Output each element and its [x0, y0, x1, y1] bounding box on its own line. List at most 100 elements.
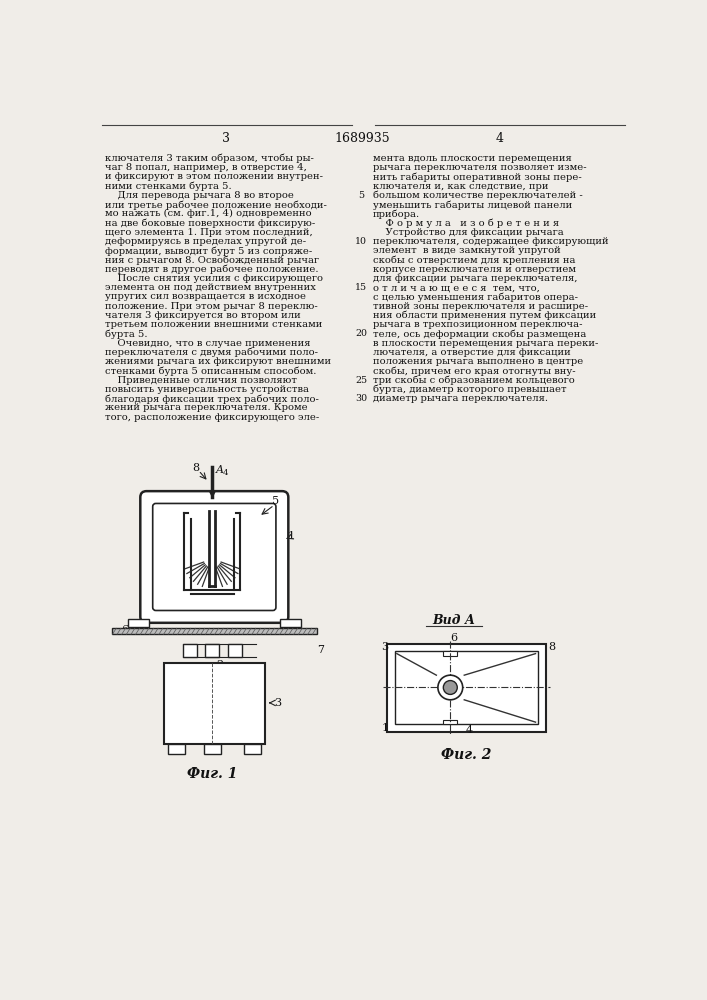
Text: рычага в трехпозиционном переключа-: рычага в трехпозиционном переключа-	[373, 320, 583, 329]
Text: +: +	[208, 745, 217, 755]
Text: Ф о р м у л а   и з о б р е т е н и я: Ф о р м у л а и з о б р е т е н и я	[373, 219, 559, 228]
Bar	[128, 619, 149, 627]
Text: положения рычага выполнено в центре: положения рычага выполнено в центре	[373, 357, 583, 366]
Text: положение. При этом рычаг 8 переклю-: положение. При этом рычаг 8 переклю-	[105, 302, 318, 311]
Text: чаг 8 попал, например, в отверстие 4,: чаг 8 попал, например, в отверстие 4,	[105, 163, 308, 172]
Text: лючателя, а отверстие для фиксации: лючателя, а отверстие для фиксации	[373, 348, 571, 357]
Text: третьем положении внешними стенками: третьем положении внешними стенками	[105, 320, 323, 329]
Text: для фиксации рычага переключателя,: для фиксации рычага переключателя,	[373, 274, 578, 283]
Text: щего элемента 1. При этом последний,: щего элемента 1. При этом последний,	[105, 228, 313, 237]
Text: о т л и ч а ю щ е е с я  тем, что,: о т л и ч а ю щ е е с я тем, что,	[373, 283, 539, 292]
Text: чателя 3 фиксируется во втором или: чателя 3 фиксируется во втором или	[105, 311, 301, 320]
Text: Вид А: Вид А	[432, 614, 475, 627]
Text: и фиксируют в этом положении внутрен-: и фиксируют в этом положении внутрен-	[105, 172, 323, 181]
Text: Приведенные отличия позволяют: Приведенные отличия позволяют	[105, 376, 298, 385]
Text: 4: 4	[495, 132, 503, 145]
Text: 4: 4	[466, 725, 473, 735]
Text: 2: 2	[216, 660, 223, 670]
Text: 5: 5	[358, 191, 364, 200]
Text: благодаря фиксации трех рабочих поло-: благодаря фиксации трех рабочих поло-	[105, 394, 320, 404]
Bar	[443, 651, 457, 656]
Text: бурта, диаметр которого превышает: бурта, диаметр которого превышает	[373, 385, 566, 394]
Text: 1689935: 1689935	[335, 132, 390, 145]
Text: тивной зоны переключателя и расшире-: тивной зоны переключателя и расшире-	[373, 302, 588, 311]
Text: 25: 25	[355, 376, 367, 385]
Text: 4: 4	[223, 469, 228, 477]
Text: 10: 10	[355, 237, 367, 246]
Text: ния области применения путем фиксации: ния области применения путем фиксации	[373, 311, 596, 320]
Text: упругих сил возвращается в исходное: упругих сил возвращается в исходное	[105, 292, 306, 301]
Bar	[206, 644, 219, 657]
Text: элемента он под действием внутренних: элемента он под действием внутренних	[105, 283, 316, 292]
Bar	[183, 644, 197, 657]
Text: стенками бурта 5 описанным способом.: стенками бурта 5 описанным способом.	[105, 366, 317, 376]
Text: 8: 8	[548, 642, 555, 652]
FancyBboxPatch shape	[140, 491, 288, 623]
Text: на две боковые поверхности фиксирую-: на две боковые поверхности фиксирую-	[105, 219, 315, 228]
Bar	[168, 744, 185, 754]
Text: 8: 8	[192, 463, 199, 473]
FancyBboxPatch shape	[153, 503, 276, 610]
Text: в плоскости перемещения рычага переки-: в плоскости перемещения рычага переки-	[373, 339, 598, 348]
Text: или третье рабочее положение необходи-: или третье рабочее положение необходи-	[105, 200, 327, 210]
Text: элемент  в виде замкнутой упругой: элемент в виде замкнутой упругой	[373, 246, 561, 255]
Text: переводят в другое рабочее положение.: переводят в другое рабочее положение.	[105, 265, 319, 274]
Text: +: +	[248, 745, 257, 755]
Text: 20: 20	[355, 329, 367, 338]
Text: прибора.: прибора.	[373, 209, 420, 219]
Text: 7: 7	[317, 645, 325, 655]
Bar	[112, 628, 317, 634]
Text: того, расположение фиксирующего эле-: того, расположение фиксирующего эле-	[105, 413, 320, 422]
Text: Устройство для фиксации рычага: Устройство для фиксации рычага	[373, 228, 563, 237]
Text: теле, ось деформации скобы размещена: теле, ось деформации скобы размещена	[373, 329, 586, 339]
Bar	[164, 663, 265, 744]
Text: ния с рычагом 8. Освобожденный рычаг: ния с рычагом 8. Освобожденный рычаг	[105, 256, 320, 265]
Text: +: +	[172, 745, 182, 755]
Text: скобы, причем его края отогнуты вну-: скобы, причем его края отогнуты вну-	[373, 366, 575, 376]
Bar	[387, 644, 546, 732]
Bar	[228, 644, 242, 657]
Text: ключателя 3 таким образом, чтобы ры-: ключателя 3 таким образом, чтобы ры-	[105, 154, 315, 163]
Text: мо нажать (см. фиг.1, 4) одновременно: мо нажать (см. фиг.1, 4) одновременно	[105, 209, 312, 218]
Bar	[280, 619, 300, 627]
Text: A: A	[216, 465, 224, 475]
Circle shape	[438, 675, 462, 700]
Text: Для перевода рычага 8 во второе: Для перевода рычага 8 во второе	[105, 191, 294, 200]
Text: 3: 3	[222, 132, 230, 145]
Text: уменьшить габариты лицевой панели: уменьшить габариты лицевой панели	[373, 200, 572, 210]
Text: ключателя и, как следствие, при: ключателя и, как следствие, при	[373, 182, 549, 191]
Text: три скобы с образованием кольцевого: три скобы с образованием кольцевого	[373, 376, 575, 385]
Text: мента вдоль плоскости перемещения: мента вдоль плоскости перемещения	[373, 154, 571, 163]
Text: 6: 6	[121, 625, 129, 635]
Text: рычага переключателя позволяет изме-: рычага переключателя позволяет изме-	[373, 163, 586, 172]
Text: Фиг. 2: Фиг. 2	[441, 748, 491, 762]
Text: диаметр рычага переключателя.: диаметр рычага переключателя.	[373, 394, 548, 403]
Text: нить габариты оперативной зоны пере-: нить габариты оперативной зоны пере-	[373, 172, 582, 182]
Text: 5: 5	[272, 496, 279, 506]
Text: 1: 1	[288, 531, 295, 541]
Text: 3: 3	[274, 698, 281, 708]
Text: формации, выводит бурт 5 из сопряже-: формации, выводит бурт 5 из сопряже-	[105, 246, 312, 256]
Text: После снятия усилия с фиксирующего: После снятия усилия с фиксирующего	[105, 274, 323, 283]
Circle shape	[443, 681, 457, 694]
Text: ними стенками бурта 5.: ними стенками бурта 5.	[105, 182, 232, 191]
Text: большом количестве переключателей -: большом количестве переключателей -	[373, 191, 583, 200]
Text: 1: 1	[381, 723, 388, 733]
Text: 6: 6	[450, 633, 457, 643]
Bar	[443, 720, 457, 724]
Text: с целью уменьшения габаритов опера-: с целью уменьшения габаритов опера-	[373, 292, 578, 302]
Text: переключателя с двумя рабочими поло-: переключателя с двумя рабочими поло-	[105, 348, 318, 357]
Text: 15: 15	[355, 283, 367, 292]
Text: корпусе переключателя и отверстием: корпусе переключателя и отверстием	[373, 265, 575, 274]
Text: 30: 30	[355, 394, 367, 403]
Text: Очевидно, что в случае применения: Очевидно, что в случае применения	[105, 339, 311, 348]
Text: деформируясь в пределах упругой де-: деформируясь в пределах упругой де-	[105, 237, 307, 246]
Text: 3: 3	[381, 642, 388, 652]
Text: скобы с отверстием для крепления на: скобы с отверстием для крепления на	[373, 256, 575, 265]
Bar	[204, 744, 221, 754]
Text: Фиг. 1: Фиг. 1	[187, 767, 238, 781]
Text: переключателя, содержащее фиксирующий: переключателя, содержащее фиксирующий	[373, 237, 609, 246]
Text: повысить универсальность устройства: повысить универсальность устройства	[105, 385, 310, 394]
Text: жениями рычага их фиксируют внешними: жениями рычага их фиксируют внешними	[105, 357, 332, 366]
Bar	[395, 651, 538, 724]
